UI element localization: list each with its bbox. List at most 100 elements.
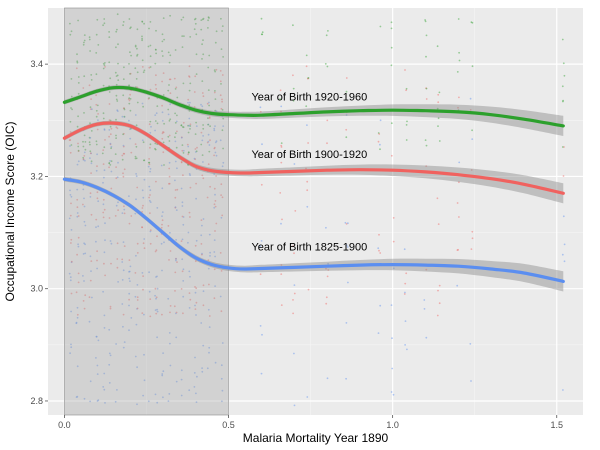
scatter-point xyxy=(213,203,216,206)
scatter-point xyxy=(189,275,191,278)
scatter-point xyxy=(155,276,157,278)
scatter-point xyxy=(279,89,282,92)
scatter-point xyxy=(425,34,428,37)
scatter-point xyxy=(90,160,93,163)
scatter-point xyxy=(128,292,131,295)
scatter-point xyxy=(193,386,196,388)
scatter-point xyxy=(123,66,125,69)
scatter-point xyxy=(82,159,85,161)
scatter-point xyxy=(456,71,459,73)
scatter-point xyxy=(280,105,283,108)
scatter-point xyxy=(156,287,159,290)
scatter-point xyxy=(155,88,158,90)
scatter-point xyxy=(206,141,209,144)
scatter-point xyxy=(83,155,86,157)
scatter-point xyxy=(108,352,111,355)
scatter-point xyxy=(280,264,283,266)
scatter-point xyxy=(193,18,196,21)
scatter-point xyxy=(202,218,205,220)
scatter-point xyxy=(136,403,138,406)
scatter-point xyxy=(163,38,166,41)
scatter-point xyxy=(76,212,79,214)
scatter-point xyxy=(175,259,177,262)
scatter-point xyxy=(77,236,80,239)
scatter-point xyxy=(182,126,185,129)
scatter-point xyxy=(281,218,283,221)
scatter-point xyxy=(208,54,211,57)
scatter-point xyxy=(167,89,170,92)
annotations: Year of Birth 1920-1960 Year of Birth 190… xyxy=(251,92,367,254)
scatter-point xyxy=(201,58,203,60)
scatter-point xyxy=(128,63,130,65)
scatter-point xyxy=(136,366,139,369)
scatter-point xyxy=(259,325,262,327)
scatter-point xyxy=(96,250,98,253)
scatter-point xyxy=(189,82,192,85)
y-tick-label: 3.4 xyxy=(30,59,43,69)
scatter-point xyxy=(208,17,210,19)
scatter-point xyxy=(181,144,184,147)
scatter-point xyxy=(76,163,79,166)
scatter-point xyxy=(154,129,157,132)
scatter-point xyxy=(563,146,565,148)
scatter-point xyxy=(220,48,223,50)
scatter-point xyxy=(141,189,144,192)
scatter-point xyxy=(115,134,117,137)
scatter-point xyxy=(96,165,98,168)
scatter-point xyxy=(141,139,144,142)
scatter-point xyxy=(306,396,309,398)
scatter-point xyxy=(260,183,263,186)
scatter-point xyxy=(293,284,296,286)
scatter-point xyxy=(117,161,119,164)
shaded-region xyxy=(64,7,229,416)
y-axis-title: Occupational Income Score (OIC) xyxy=(3,121,17,301)
scatter-point xyxy=(135,173,138,175)
scatter-point xyxy=(471,230,474,233)
scatter-point xyxy=(174,132,177,135)
scatter-point xyxy=(202,135,205,137)
scatter-point xyxy=(123,132,125,135)
x-tick-label: 0.0 xyxy=(58,420,71,430)
scatter-point xyxy=(404,320,407,322)
scatter-point xyxy=(122,107,125,110)
scatter-point xyxy=(82,300,85,302)
scatter-point xyxy=(174,206,177,209)
scatter-point xyxy=(169,305,172,307)
scatter-point xyxy=(194,22,197,25)
scatter-point xyxy=(128,222,131,225)
scatter-point xyxy=(293,292,296,295)
scatter-point xyxy=(175,311,178,314)
scatter-point xyxy=(403,293,406,295)
scatter-point xyxy=(135,175,138,178)
scatter-point xyxy=(90,130,93,132)
scatter-point xyxy=(173,305,176,308)
scatter-point xyxy=(83,220,86,223)
scatter-point xyxy=(160,226,163,229)
scatter-point xyxy=(169,364,172,367)
scatter-point xyxy=(149,242,152,245)
scatter-point xyxy=(222,147,225,150)
scatter-point xyxy=(95,335,98,338)
scatter-point xyxy=(174,271,177,274)
scatter-point xyxy=(207,308,210,311)
y-axis-ticks: 2.8 3.0 3.2 3.4 xyxy=(30,59,48,406)
scatter-point xyxy=(155,29,157,32)
scatter-point xyxy=(69,276,72,278)
scatter-point xyxy=(141,211,144,213)
scatter-point xyxy=(187,98,190,101)
scatter-point xyxy=(83,134,86,137)
scatter-point xyxy=(154,147,156,150)
scatter-point xyxy=(76,125,79,128)
scatter-point xyxy=(161,50,164,52)
scatter-point xyxy=(82,203,84,206)
scatter-point xyxy=(279,98,281,101)
scatter-point xyxy=(109,143,112,146)
scatter-point xyxy=(168,140,171,142)
scatter-point xyxy=(175,312,177,315)
scatter-point xyxy=(103,262,105,265)
scatter-point xyxy=(156,105,159,107)
scatter-point xyxy=(143,238,146,240)
scatter-point xyxy=(180,18,183,21)
scatter-point xyxy=(194,75,197,78)
scatter-point xyxy=(77,19,79,22)
